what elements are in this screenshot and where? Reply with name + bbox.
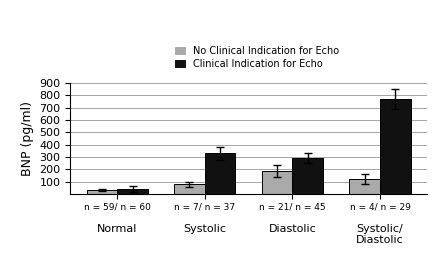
- Bar: [293, 158, 323, 194]
- Bar: [262, 171, 293, 194]
- Y-axis label: BNP (pg/ml): BNP (pg/ml): [21, 101, 34, 176]
- Bar: [205, 153, 235, 194]
- Legend: No Clinical Indication for Echo, Clinical Indication for Echo: No Clinical Indication for Echo, Clinica…: [175, 46, 339, 69]
- Bar: [349, 179, 380, 194]
- Text: n = 21/ n = 45: n = 21/ n = 45: [259, 203, 326, 212]
- Text: n = 59/ n = 60: n = 59/ n = 60: [84, 203, 150, 212]
- Bar: [117, 189, 148, 194]
- Bar: [174, 184, 205, 194]
- Bar: [87, 190, 117, 194]
- Text: n = 4/ n = 29: n = 4/ n = 29: [349, 203, 411, 212]
- Bar: [380, 99, 411, 194]
- Text: n = 7/ n = 37: n = 7/ n = 37: [174, 203, 235, 212]
